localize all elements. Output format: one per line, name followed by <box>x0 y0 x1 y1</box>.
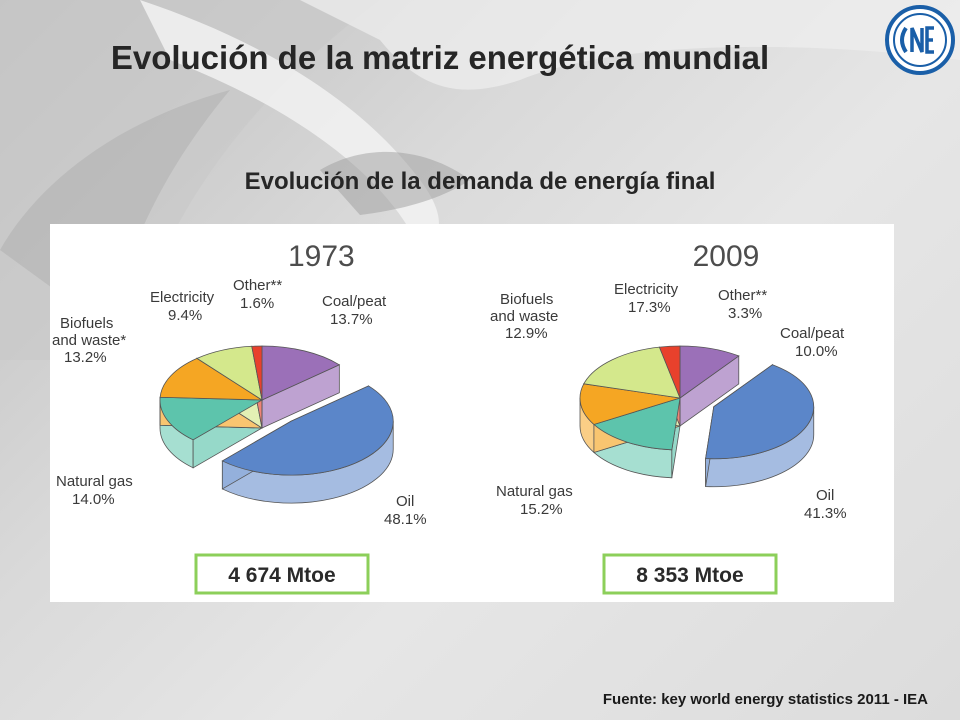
pie-2009-slice-oil <box>705 364 815 460</box>
label-1973-electricity-name: Electricity <box>150 289 215 306</box>
pie-2009-slice-natural-gas <box>593 397 681 451</box>
label-2009-oil-value: 41.3% <box>804 505 847 522</box>
label-2009-coal-name: Coal/peat <box>780 325 845 342</box>
label-1973-biofuels-line1: Biofuels <box>60 315 113 332</box>
label-2009-biofuels-value: 12.9% <box>505 325 548 342</box>
label-2009-other-name: Other** <box>718 287 767 304</box>
label-1973-gas-value: 14.0% <box>72 491 115 508</box>
label-2009-biofuels-line2: and waste <box>490 308 558 325</box>
label-2009-coal-value: 10.0% <box>795 343 838 360</box>
label-2009-oil-name: Oil <box>816 487 834 504</box>
label-1973-electricity-value: 9.4% <box>168 307 202 324</box>
pie-2009-slice-other <box>658 345 681 399</box>
label-1973-other-name: Other** <box>233 277 282 294</box>
label-1973-biofuels-value: 13.2% <box>64 349 107 366</box>
label-2009-other-value: 3.3% <box>728 305 762 322</box>
chart-year-1973: 1973 <box>288 240 355 273</box>
pie-1973-slice-coal-peat <box>261 345 341 401</box>
label-1973-oil-value: 48.1% <box>384 511 427 528</box>
label-1973-coal-name: Coal/peat <box>322 293 387 310</box>
label-2009-gas-name: Natural gas <box>496 483 573 500</box>
pie-1973 <box>159 345 394 504</box>
pie-2009-slice-biofuels-and-waste <box>579 383 681 425</box>
pie-1973-slice-oil <box>221 385 394 476</box>
chart-panel: 1973 2009 Coal/peat 13.7% Other** 1.6% E… <box>50 224 894 602</box>
slide-title: Evolución de la matriz energética mundia… <box>110 39 770 76</box>
pie-2009-slice-electricity <box>583 346 681 399</box>
pie-charts: 1973 2009 Coal/peat 13.7% Other** 1.6% E… <box>52 240 847 595</box>
label-1973-biofuels-line2: and waste* <box>52 332 126 349</box>
label-1973-oil-name: Oil <box>396 493 414 510</box>
label-2009-electricity-name: Electricity <box>614 281 679 298</box>
total-box-2009 <box>602 553 778 595</box>
label-1973-coal-value: 13.7% <box>330 311 373 328</box>
slide-subtitle: Evolución de la demanda de energía final <box>244 168 716 195</box>
total-2009: 8 353 Mtoe <box>636 564 743 587</box>
label-2009-gas-value: 15.2% <box>520 501 563 518</box>
label-2009-electricity-value: 17.3% <box>628 299 671 316</box>
total-box-1973 <box>194 553 370 595</box>
cnea-logo <box>885 5 955 75</box>
pie-1973-slice-natural-gas <box>159 396 264 441</box>
pie-1973-slice-biofuels-and-waste <box>159 357 264 401</box>
label-2009-biofuels-line1: Biofuels <box>500 291 553 308</box>
source-note: Fuente: key world energy statistics 2011… <box>602 691 928 708</box>
chart-year-2009: 2009 <box>693 240 760 273</box>
label-1973-other-value: 1.6% <box>240 295 274 312</box>
pie-2009 <box>579 345 815 488</box>
label-1973-gas-name: Natural gas <box>56 473 133 490</box>
total-1973: 4 674 Mtoe <box>228 564 335 587</box>
pie-1973-slice-other <box>251 345 263 401</box>
